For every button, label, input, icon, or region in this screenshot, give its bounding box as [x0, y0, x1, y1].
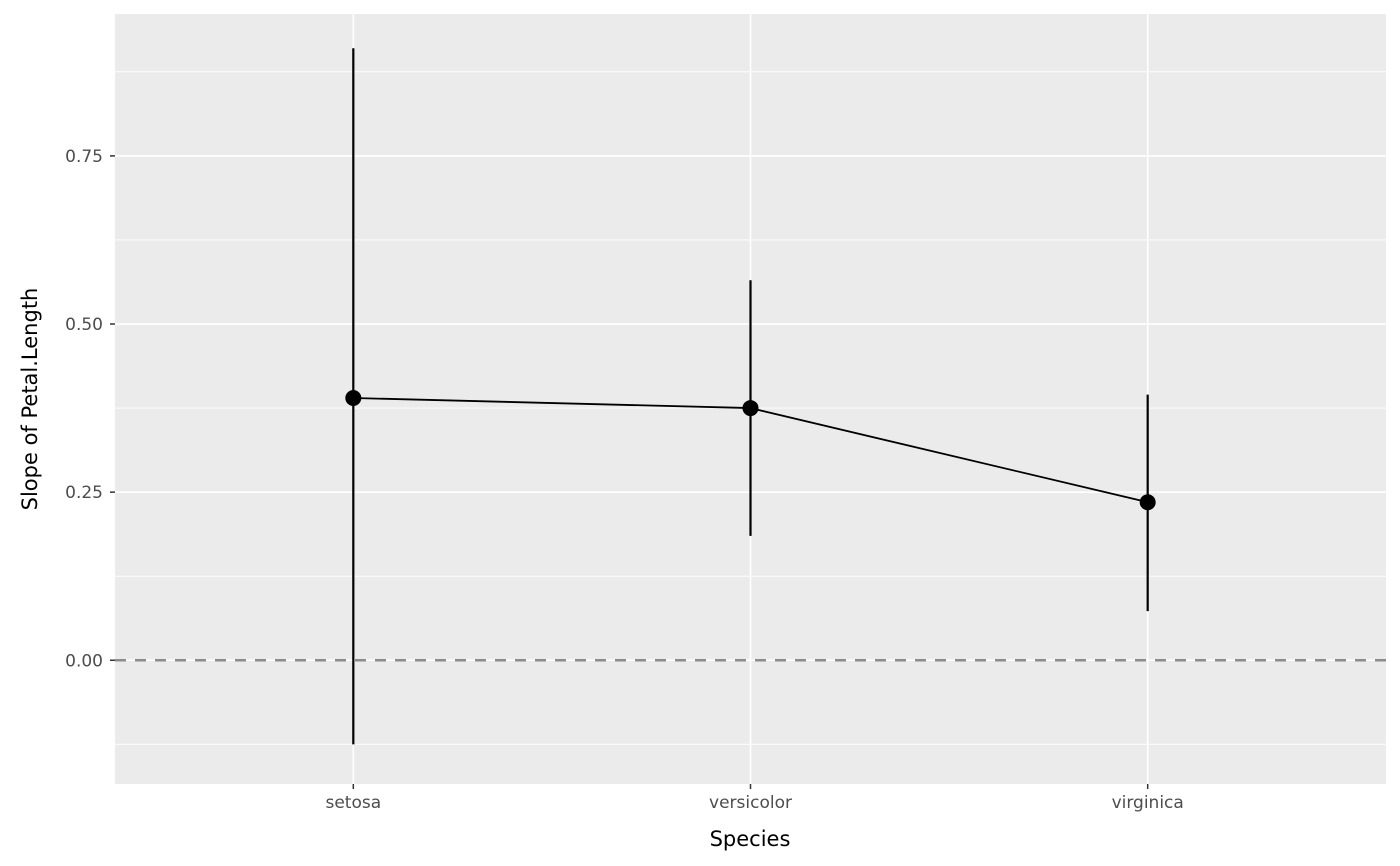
y-tick-label: 0.00: [65, 651, 103, 671]
y-tick-label: 0.75: [65, 147, 103, 167]
data-point: [742, 400, 759, 417]
data-point: [345, 389, 362, 406]
x-axis-title: Species: [709, 827, 791, 851]
x-tick-label: versicolor: [709, 793, 792, 813]
y-axis-title: Slope of Petal.Length: [18, 287, 42, 511]
x-tick-label: setosa: [325, 793, 381, 813]
data-point: [1139, 494, 1156, 511]
y-tick-label: 0.25: [65, 483, 103, 503]
x-tick-label: virginica: [1112, 793, 1184, 813]
y-tick-label: 0.50: [65, 315, 103, 335]
